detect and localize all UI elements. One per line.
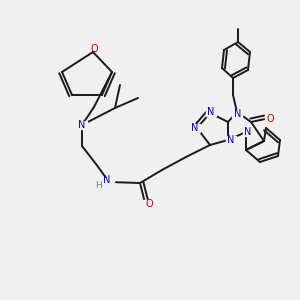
Text: N: N xyxy=(103,175,111,185)
Bar xyxy=(232,110,242,118)
Text: N: N xyxy=(244,127,252,137)
Bar xyxy=(265,115,275,123)
Text: H: H xyxy=(96,182,102,190)
Bar xyxy=(190,124,200,132)
Bar xyxy=(77,121,87,129)
Text: O: O xyxy=(145,199,153,209)
Text: N: N xyxy=(227,135,235,145)
Bar xyxy=(226,136,236,144)
Bar xyxy=(206,108,216,116)
Bar xyxy=(100,178,114,187)
Bar xyxy=(143,200,153,208)
Text: N: N xyxy=(234,109,242,119)
Text: O: O xyxy=(266,114,274,124)
Bar xyxy=(243,128,253,136)
Text: N: N xyxy=(191,123,199,133)
Text: N: N xyxy=(207,107,215,117)
Text: N: N xyxy=(78,120,86,130)
Text: O: O xyxy=(90,44,98,54)
